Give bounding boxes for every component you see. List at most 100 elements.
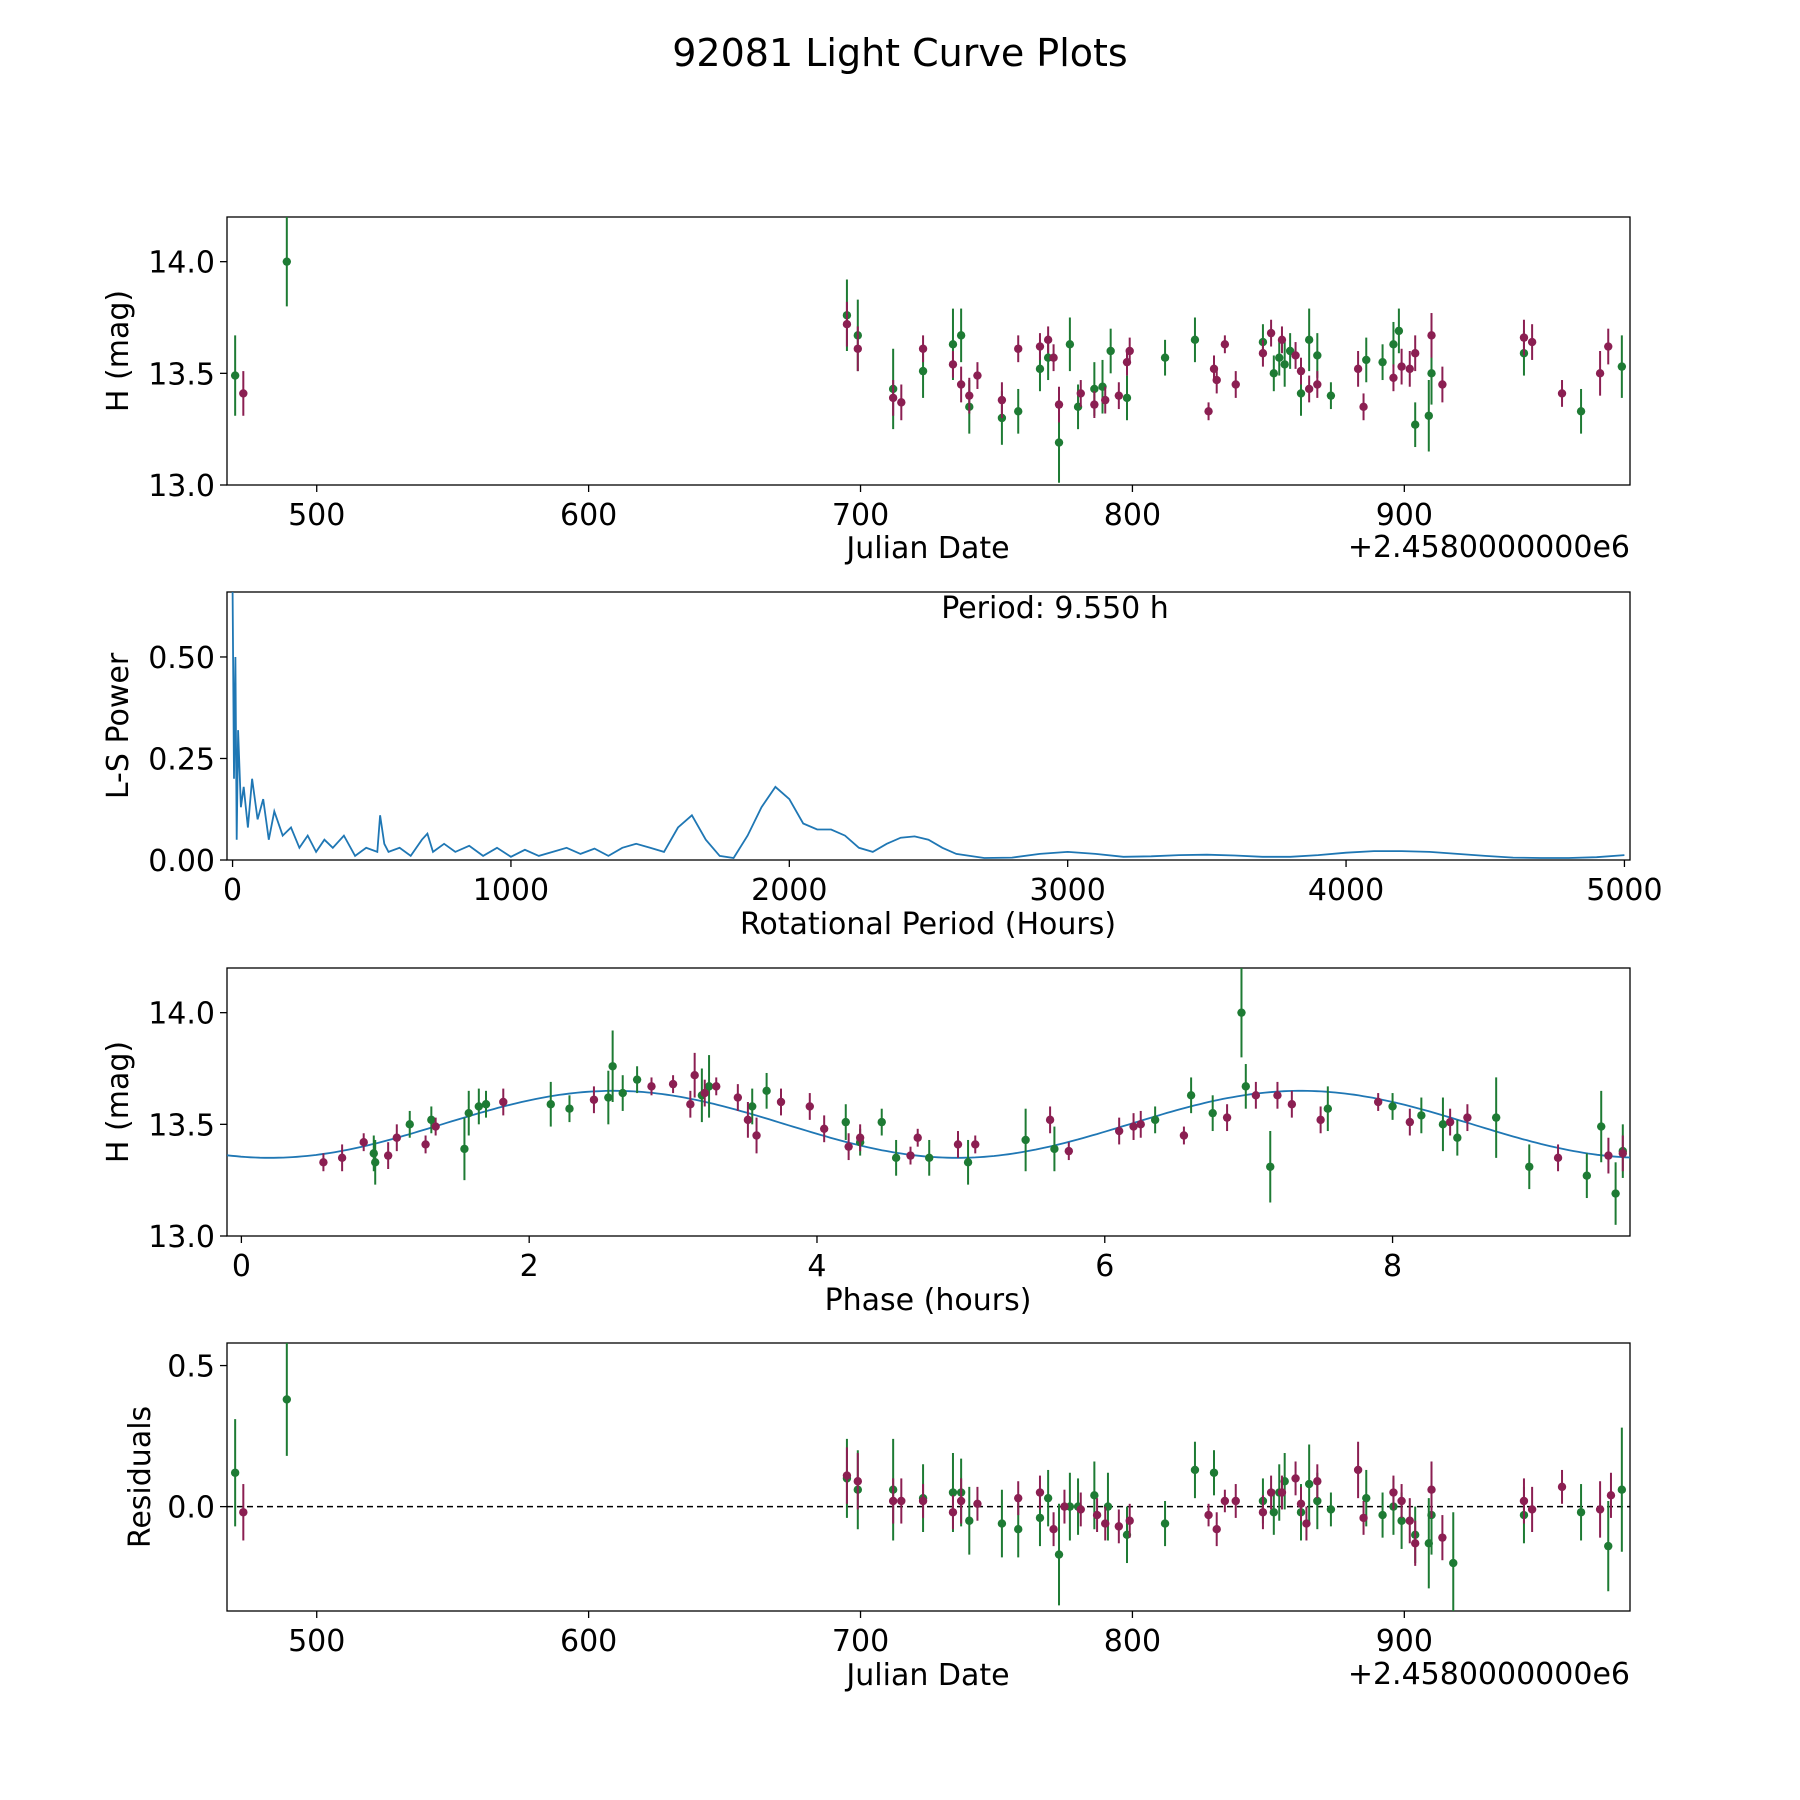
residuals-xtick-label: 600 <box>560 1624 617 1659</box>
residuals-ylabel: Residuals <box>123 1406 158 1548</box>
phased-maroon-point <box>1373 1097 1383 1107</box>
residuals-green-point <box>1014 1524 1023 1534</box>
phased-maroon-point <box>805 1102 814 1111</box>
residuals-xtick-label: 800 <box>1104 1624 1161 1659</box>
phased-maroon-point <box>1273 1091 1282 1100</box>
phased-green-point <box>877 1117 886 1127</box>
phased-maroon-point <box>1222 1113 1232 1122</box>
phased-green-point <box>748 1102 757 1111</box>
phased-green-point <box>1241 1082 1250 1091</box>
periodogram-axes-frame <box>226 591 1631 861</box>
phased-green-point <box>427 1115 436 1125</box>
phased-ylabel: H (mag) <box>101 1041 136 1163</box>
lightcurve-maroon-point <box>1389 373 1398 382</box>
residuals-maroon-point <box>1101 1519 1110 1528</box>
phased-green-point <box>1323 1104 1333 1113</box>
phased-maroon-point <box>752 1131 761 1140</box>
residuals-maroon-point <box>1049 1524 1058 1534</box>
lightcurve-green-point <box>1160 353 1170 362</box>
phased-green-point <box>1150 1115 1160 1125</box>
lightcurve-maroon-point <box>1519 333 1529 342</box>
phased-green-point <box>371 1158 380 1167</box>
lightcurve-maroon-point <box>1304 384 1314 394</box>
residuals-maroon-point <box>1076 1505 1085 1514</box>
lightcurve-maroon-point <box>1035 342 1045 351</box>
lightcurve-maroon-point <box>1043 335 1053 345</box>
lightcurve-green-point <box>1304 335 1314 345</box>
residuals-maroon-point <box>1220 1496 1230 1506</box>
phased-panel: 0 2 4 6 8 13.0 13.5 14.0 Phase (hours) H (mag) <box>101 967 1631 1318</box>
residuals-maroon-point <box>853 1477 863 1486</box>
lightcurve-green-point <box>1275 353 1284 362</box>
residuals-maroon-point <box>1266 1488 1276 1497</box>
phased-xtick-label: 4 <box>807 1249 826 1284</box>
lightcurve-maroon-point <box>973 371 982 380</box>
lightcurve-green-point <box>1122 393 1132 403</box>
phased-marks <box>227 968 1630 1225</box>
phased-green-point <box>1021 1135 1030 1145</box>
phased-green-point <box>891 1153 901 1163</box>
residuals-plot-area <box>227 1343 1630 1611</box>
residuals-maroon-point <box>1060 1502 1069 1511</box>
residuals-green-point <box>1043 1493 1053 1503</box>
lightcurve-maroon-point <box>918 344 928 353</box>
periodogram-marks <box>231 592 1625 859</box>
periodogram-xtick-label: 2000 <box>751 873 827 908</box>
residuals-green-point <box>1160 1519 1170 1528</box>
lightcurve-maroon-point <box>1014 344 1023 353</box>
lightcurve-maroon-point <box>1220 340 1230 349</box>
residuals-ytick-label: 0.0 <box>167 1491 215 1526</box>
phased-maroon-point <box>1553 1153 1563 1163</box>
residuals-green-point <box>997 1519 1007 1528</box>
residuals-maroon-point <box>1125 1516 1134 1525</box>
periodogram-xtick-label: 3000 <box>1030 873 1106 908</box>
phased-maroon-point <box>647 1082 656 1091</box>
residuals-green-point <box>1604 1541 1613 1551</box>
lightcurve-maroon-point <box>888 393 898 403</box>
lightcurve-ytick-label: 13.5 <box>148 357 215 392</box>
lightcurve-maroon-point <box>1359 402 1368 412</box>
phased-green-point <box>405 1120 414 1129</box>
lightcurve-xtick-label: 900 <box>1376 498 1433 533</box>
phased-maroon-point <box>421 1140 430 1149</box>
phased-plot-area <box>227 968 1630 1225</box>
residuals-panel: 500 600 700 800 900 0.0 0.5 Julian Date +2.458… <box>123 1342 1631 1693</box>
lightcurve-maroon-point <box>1604 342 1613 351</box>
lightcurve-maroon-point <box>948 360 958 369</box>
residuals-green-point <box>282 1395 292 1404</box>
phased-xlabel: Phase (hours) <box>825 1283 1032 1318</box>
lightcurve-green-point <box>1617 362 1627 371</box>
lightcurve-maroon-point <box>1125 346 1134 356</box>
residuals-maroon-point <box>1595 1505 1605 1514</box>
phased-maroon-point <box>686 1100 695 1109</box>
phased-green-point <box>1266 1162 1275 1171</box>
phased-green-point <box>1208 1108 1217 1118</box>
phased-maroon-point <box>668 1079 678 1089</box>
residuals-green-point <box>948 1488 958 1497</box>
residuals-green-point <box>1326 1505 1336 1514</box>
lightcurve-green-point <box>1269 369 1279 378</box>
phased-green-point <box>1438 1120 1448 1129</box>
lightcurve-maroon-point <box>842 320 852 329</box>
lightcurve-marks <box>230 217 1627 483</box>
lightcurve-maroon-point <box>1527 337 1537 347</box>
phased-maroon-point <box>1618 1149 1628 1158</box>
phased-maroon-point <box>319 1158 328 1167</box>
residuals-green-point <box>1617 1485 1627 1494</box>
periodogram-xtick-label: 0 <box>223 873 242 908</box>
periodogram-ytick-label: 0.50 <box>148 641 215 676</box>
residuals-maroon-point <box>1405 1516 1414 1525</box>
residuals-maroon-point <box>1359 1513 1368 1523</box>
figure-title: 92081 Light Curve Plots <box>672 31 1127 75</box>
phased-maroon-point <box>1251 1091 1261 1100</box>
residuals-ytick-label: 0.5 <box>167 1350 215 1385</box>
residuals-axes-frame <box>226 1342 1631 1612</box>
residuals-maroon-point <box>1438 1533 1447 1542</box>
lightcurve-axes-frame <box>226 216 1631 486</box>
lightcurve-maroon-point <box>1313 380 1322 389</box>
lightcurve-maroon-point <box>1410 349 1420 358</box>
lightcurve-green-point <box>1394 326 1404 336</box>
phased-maroon-point <box>712 1082 721 1091</box>
phased-green-point <box>925 1153 934 1163</box>
